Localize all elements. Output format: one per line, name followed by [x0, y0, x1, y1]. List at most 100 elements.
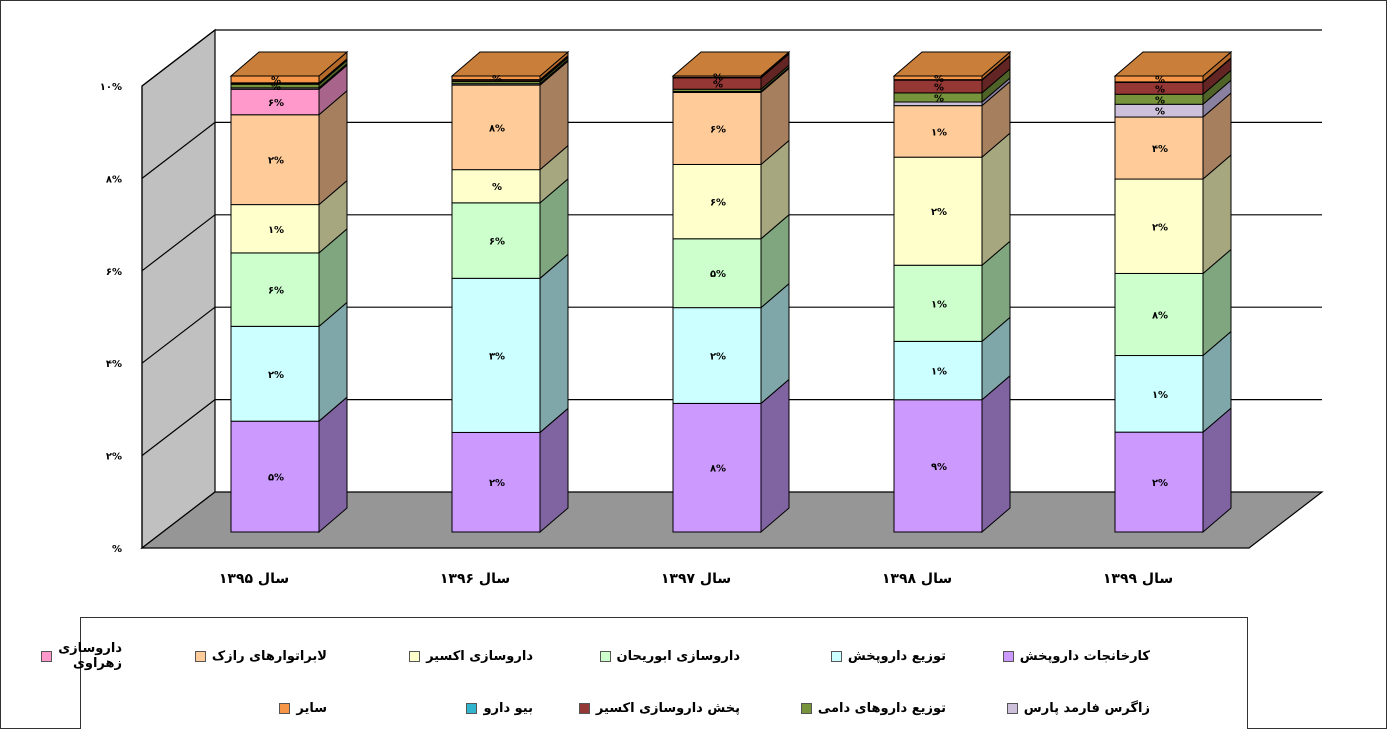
legend-item: توزیع داروپخش: [830, 645, 946, 667]
legend-swatch: [1006, 702, 1018, 714]
legend-label: توزیع داروهای دامی: [817, 700, 946, 716]
legend-swatch: [578, 702, 590, 714]
bar-segment: [893, 340, 983, 401]
y-tick-label: %: [112, 544, 122, 555]
legend-label: داروسازی اکسیر: [426, 648, 533, 664]
data-label: ۸%: [710, 464, 726, 475]
legend-label: توزیع داروپخش: [847, 648, 946, 664]
legend-item: داروسازی زهراوی: [41, 641, 122, 671]
legend-swatch: [830, 650, 842, 662]
legend-item: زاگرس فارمد پارس: [1006, 697, 1150, 719]
legend-item: کارخانجات داروپخش: [1002, 645, 1150, 667]
x-tick-label: سال ۱۳۹۵: [219, 571, 289, 587]
bar-segment: [1114, 431, 1204, 533]
data-label: ۸%: [489, 123, 505, 134]
side-wall: [141, 28, 216, 550]
data-label: %: [934, 82, 944, 93]
bar-segment: [1114, 355, 1204, 433]
data-label: ۲%: [1152, 478, 1168, 489]
data-label: ۶%: [710, 198, 726, 209]
legend-label: لابراتوارهای رازک: [211, 648, 327, 664]
side-gridline: [141, 29, 216, 87]
legend-label: کارخانجات داروپخش: [1019, 648, 1150, 664]
y-tick-label: ۶%: [106, 267, 122, 278]
bar-stack: ۲% ۱% ۸% ۲% ۴%%%%%: [1113, 50, 1233, 534]
bar-top-face: [229, 51, 349, 77]
data-label: ۵%: [710, 269, 726, 280]
data-label: ۳%: [489, 351, 505, 362]
bars: ۵% ۲% ۶% ۱% ۲% ۶%%% ۲% ۳% ۶%% ۸%% ۸% ۲% ۵% ۶% ۶%%% ۹% ۱%…: [229, 50, 1233, 534]
y-tick-label: ۲%: [106, 452, 122, 463]
x-axis-labels: سال ۱۳۹۵ سال ۱۳۹۶ سال ۱۳۹۷ سال ۱۳۹۸ سال ۱۳۹۹: [219, 571, 1173, 587]
legend-swatch: [466, 702, 478, 714]
bar-segment: [230, 88, 320, 116]
bar-segment: [672, 91, 762, 165]
data-label: ۱%: [268, 225, 284, 236]
legend-label: داروسازی زهراوی: [58, 641, 122, 671]
data-label: ۸%: [1152, 310, 1168, 321]
data-label: %: [713, 80, 723, 91]
data-label: %: [1155, 84, 1165, 95]
bar-segment: [451, 202, 541, 279]
data-label: %: [1155, 95, 1165, 106]
x-tick-label: سال ۱۳۹۹: [1103, 571, 1173, 587]
legend-swatch: [194, 650, 206, 662]
legend-item: داروسازی اکسیر: [409, 645, 533, 667]
bar-segment: [230, 420, 320, 533]
data-label: %: [934, 74, 944, 85]
bar-segment: [451, 431, 541, 533]
bar-top-face: [892, 51, 1012, 77]
y-axis-ticks: % ۲% ۴% ۶% ۸% ۱۰%: [100, 82, 122, 555]
legend-label: داروسازی ابوریحان: [616, 648, 740, 664]
data-label: ۶%: [710, 124, 726, 135]
side-gridline: [141, 121, 216, 179]
bar-segment: [893, 264, 983, 342]
legend-label: سایر: [296, 700, 327, 716]
x-tick-label: سال ۱۳۹۶: [440, 571, 510, 587]
legend-item: بیو دارو: [466, 697, 533, 719]
side-gridline: [141, 306, 216, 364]
legend-item: سایر: [279, 697, 327, 719]
legend-swatch: [279, 702, 291, 714]
data-label: ۲%: [710, 352, 726, 363]
data-label: ۱%: [931, 299, 947, 310]
legend-label: زاگرس فارمد پارس: [1023, 700, 1150, 716]
data-label: ۲%: [931, 207, 947, 218]
side-gridline: [141, 214, 216, 272]
bar-stack: ۵% ۲% ۶% ۱% ۲% ۶%%%: [229, 50, 349, 534]
legend-item: داروسازی ابوریحان: [599, 645, 740, 667]
bar-segment: [451, 169, 541, 204]
data-label: %: [271, 82, 281, 93]
bar-segment: [893, 399, 983, 533]
bar-segment: [893, 105, 983, 158]
bar-segment: [893, 156, 983, 266]
data-label: %: [1155, 75, 1165, 86]
x-tick-label: سال ۱۳۹۷: [661, 571, 731, 587]
data-label: %: [934, 93, 944, 104]
legend-label: بیو دارو: [483, 700, 533, 716]
data-label: %: [713, 73, 723, 84]
y-tick-label: ۴%: [106, 359, 122, 370]
data-label: %: [271, 75, 281, 86]
bar-stack: ۲% ۳% ۶%% ۸%%: [450, 50, 570, 534]
x-tick-label: سال ۱۳۹۸: [882, 571, 952, 587]
data-label: ۱%: [1152, 390, 1168, 401]
data-label: ۶%: [489, 237, 505, 248]
data-label: ۱%: [931, 127, 947, 138]
data-label: ۴%: [1152, 144, 1168, 155]
bar-segment-side: [539, 253, 569, 434]
y-tick-label: ۸%: [106, 174, 122, 185]
bar-segment-side: [981, 374, 1011, 534]
bar-segment: [230, 114, 320, 206]
bar-top-face: [450, 51, 570, 77]
y-tick-label: ۱۰%: [100, 82, 122, 93]
bar-top-face: [671, 51, 791, 77]
bar-stack: ۹% ۱% ۱% ۲% ۱%%%%: [892, 50, 1012, 534]
bar-segment-side: [760, 378, 790, 534]
bar-segment: [451, 277, 541, 433]
data-label: ۹%: [931, 462, 947, 473]
legend-swatch: [1002, 650, 1014, 662]
data-label: %: [1155, 107, 1165, 118]
data-label: ۱%: [931, 367, 947, 378]
data-label: %: [492, 74, 502, 85]
